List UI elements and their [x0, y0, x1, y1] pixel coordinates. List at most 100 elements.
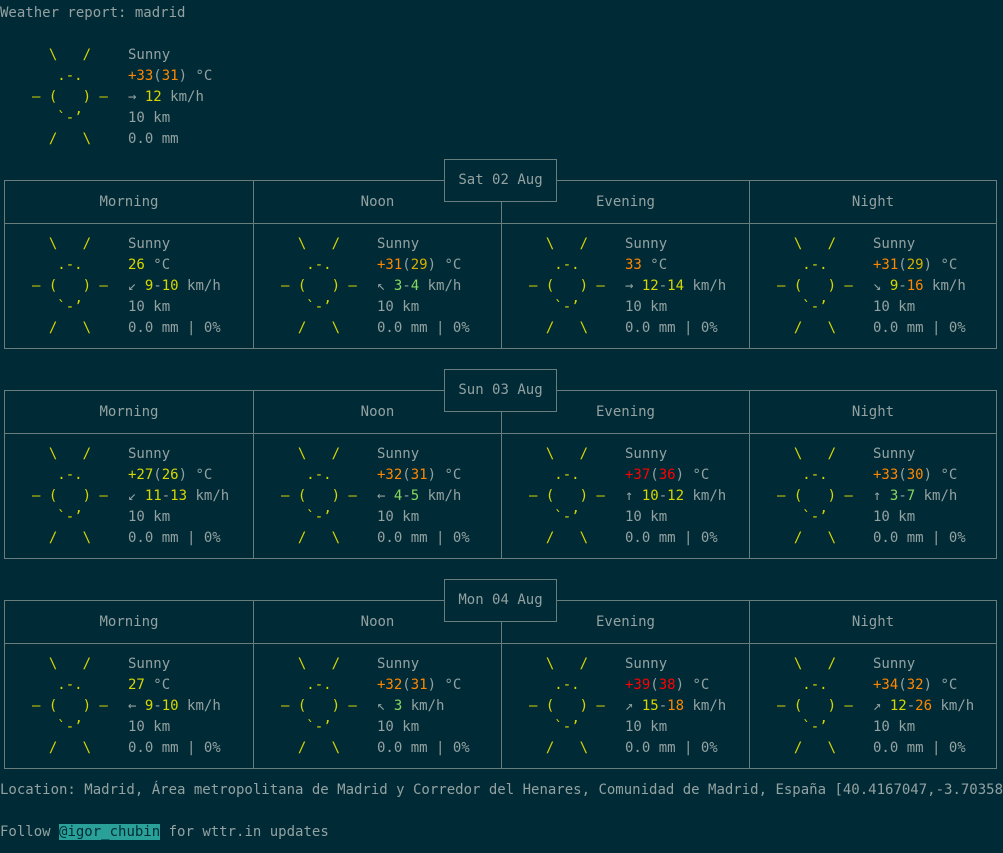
period-header: Morning: [5, 391, 253, 434]
day-label: Sun 03 Aug: [444, 369, 557, 412]
day-label: Mon 04 Aug: [444, 579, 557, 622]
condition-label: Sunny: [128, 236, 171, 252]
period-column: Evening \ / .-. ― ( ) ― `-’ / \ Sunny +39…: [501, 601, 749, 768]
current-conditions: \ / .-. ― ( ) ― `-’ / \ Sunny +33(31) °C…: [0, 45, 260, 150]
wind: → 12-14 km/h: [625, 278, 727, 294]
visibility: 10 km: [128, 719, 171, 735]
condition-label: Sunny: [377, 656, 420, 672]
temperature: +27(26) °C: [128, 467, 213, 483]
period-column: Evening \ / .-. ― ( ) ― `-’ / \ Sunny +37…: [501, 391, 749, 558]
precipitation: 0.0 mm | 0%: [128, 740, 221, 756]
visibility: 10 km: [377, 299, 420, 315]
period-header: Noon: [254, 181, 501, 224]
wind: → 12 km/h: [128, 89, 204, 105]
visibility: 10 km: [873, 509, 916, 525]
temperature: +31(29) °C: [377, 257, 462, 273]
period-column: Morning \ / .-. ― ( ) ― `-’ / \ Sunny 27 …: [5, 601, 253, 768]
condition-label: Sunny: [128, 446, 171, 462]
wind: ↖ 3-4 km/h: [377, 278, 462, 294]
temperature: +32(31) °C: [377, 467, 462, 483]
period-header: Night: [750, 181, 996, 224]
day-forecast-table: Morning \ / .-. ― ( ) ― `-’ / \ Sunny 26 …: [4, 180, 997, 349]
wind: ↘ 9-16 km/h: [873, 278, 966, 294]
temperature: 26 °C: [128, 257, 171, 273]
twitter-handle-link[interactable]: @igor_chubin: [59, 824, 161, 840]
precipitation: 0.0 mm | 0%: [377, 320, 470, 336]
precipitation: 0.0 mm | 0%: [625, 530, 718, 546]
visibility: 10 km: [873, 719, 916, 735]
period-column: Noon \ / .-. ― ( ) ― `-’ / \ Sunny +32(31…: [253, 601, 501, 768]
temperature: +34(32) °C: [873, 677, 958, 693]
period-column: Noon \ / .-. ― ( ) ― `-’ / \ Sunny +31(29…: [253, 181, 501, 348]
visibility: 10 km: [625, 299, 668, 315]
condition-label: Sunny: [377, 236, 420, 252]
condition-label: Sunny: [873, 446, 916, 462]
period-header: Evening: [502, 601, 749, 644]
condition-label: Sunny: [873, 236, 916, 252]
period-column: Morning \ / .-. ― ( ) ― `-’ / \ Sunny 26 …: [5, 181, 253, 348]
period-header: Evening: [502, 391, 749, 434]
precipitation: 0.0 mm | 0%: [377, 530, 470, 546]
temperature: +33(30) °C: [873, 467, 958, 483]
period-header: Noon: [254, 391, 501, 434]
visibility: 10 km: [128, 509, 171, 525]
temperature: 33 °C: [625, 257, 668, 273]
period-header: Evening: [502, 181, 749, 224]
precipitation: 0.0 mm | 0%: [873, 740, 966, 756]
temperature: +37(36) °C: [625, 467, 710, 483]
visibility: 10 km: [377, 719, 420, 735]
temperature: +32(31) °C: [377, 677, 462, 693]
visibility: 10 km: [873, 299, 916, 315]
wind: ↑ 10-12 km/h: [625, 488, 727, 504]
visibility: 10 km: [377, 509, 420, 525]
follow-line: Follow @igor_chubin for wttr.in updates: [0, 824, 329, 840]
period-column: Noon \ / .-. ― ( ) ― `-’ / \ Sunny +32(31…: [253, 391, 501, 558]
day-label: Sat 02 Aug: [444, 159, 557, 202]
precipitation: 0.0 mm | 0%: [873, 320, 966, 336]
precipitation: 0.0 mm | 0%: [625, 740, 718, 756]
visibility: 10 km: [128, 110, 171, 126]
condition-label: Sunny: [625, 446, 668, 462]
location-line: Location: Madrid, Área metropolitana de …: [0, 782, 1003, 798]
period-header: Morning: [5, 601, 253, 644]
wind: ↙ 9-10 km/h: [128, 278, 221, 294]
condition-label: Sunny: [377, 446, 420, 462]
wind: ← 9-10 km/h: [128, 698, 221, 714]
day-forecast-table: Morning \ / .-. ― ( ) ― `-’ / \ Sunny +27…: [4, 390, 997, 559]
wind: ← 4-5 km/h: [377, 488, 462, 504]
period-column: Morning \ / .-. ― ( ) ― `-’ / \ Sunny +27…: [5, 391, 253, 558]
precipitation: 0.0 mm | 0%: [625, 320, 718, 336]
condition-label: Sunny: [625, 656, 668, 672]
wind: ↙ 11-13 km/h: [128, 488, 230, 504]
condition-label: Sunny: [128, 47, 171, 63]
period-header: Morning: [5, 181, 253, 224]
condition-label: Sunny: [625, 236, 668, 252]
precipitation: 0.0 mm | 0%: [128, 530, 221, 546]
period-column: Evening \ / .-. ― ( ) ― `-’ / \ Sunny 33 …: [501, 181, 749, 348]
period-header: Noon: [254, 601, 501, 644]
temperature: +33(31) °C: [128, 68, 213, 84]
temperature: +31(29) °C: [873, 257, 958, 273]
precipitation: 0.0 mm | 0%: [377, 740, 470, 756]
period-column: Night \ / .-. ― ( ) ― `-’ / \ Sunny +33(3…: [749, 391, 996, 558]
condition-label: Sunny: [873, 656, 916, 672]
precipitation: 0.0 mm | 0%: [128, 320, 221, 336]
temperature: 27 °C: [128, 677, 171, 693]
precipitation: 0.0 mm: [128, 131, 179, 147]
period-header: Night: [750, 601, 996, 644]
report-title: Weather report: madrid: [0, 5, 186, 21]
wind: ↖ 3 km/h: [377, 698, 445, 714]
wind: ↗ 12-26 km/h: [873, 698, 975, 714]
condition-label: Sunny: [128, 656, 171, 672]
wind: ↑ 3-7 km/h: [873, 488, 958, 504]
wind: ↗ 15-18 km/h: [625, 698, 727, 714]
period-column: Night \ / .-. ― ( ) ― `-’ / \ Sunny +34(3…: [749, 601, 996, 768]
temperature: +39(38) °C: [625, 677, 710, 693]
precipitation: 0.0 mm | 0%: [873, 530, 966, 546]
period-column: Night \ / .-. ― ( ) ― `-’ / \ Sunny +31(2…: [749, 181, 996, 348]
visibility: 10 km: [128, 299, 171, 315]
period-header: Night: [750, 391, 996, 434]
visibility: 10 km: [625, 719, 668, 735]
visibility: 10 km: [625, 509, 668, 525]
day-forecast-table: Morning \ / .-. ― ( ) ― `-’ / \ Sunny 27 …: [4, 600, 997, 769]
